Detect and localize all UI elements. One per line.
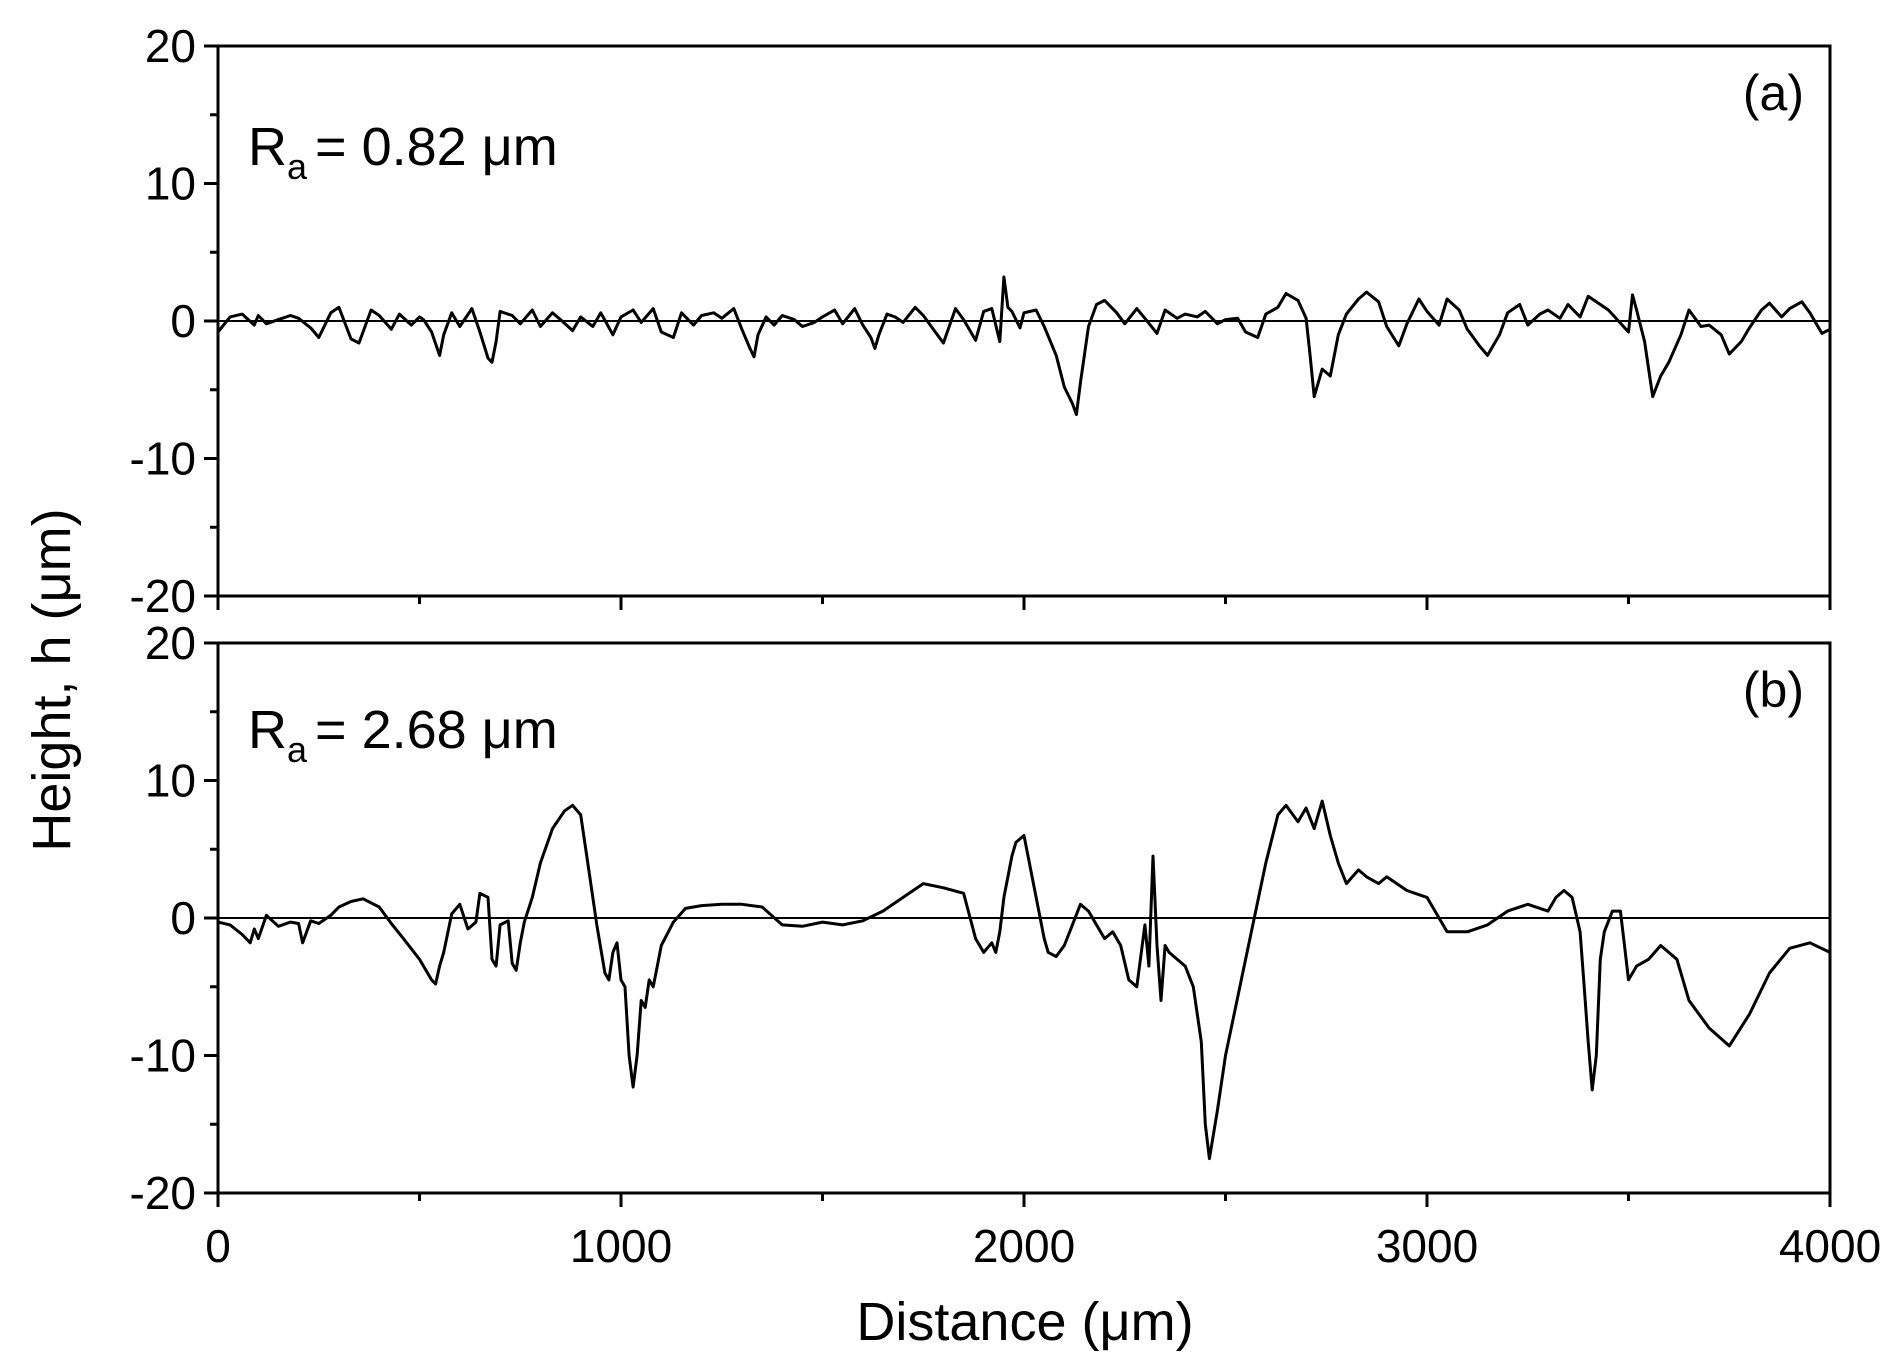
y-tick-label: 10 xyxy=(145,158,196,210)
y-tick-label: -20 xyxy=(130,1167,196,1219)
y-axis-title: Height, h (μm) xyxy=(22,508,82,851)
x-tick-labels: 0 1000 2000 3000 4000 xyxy=(205,1220,1881,1272)
panel-a: -20 -10 0 10 20 (a) Ra = 0.82 μm xyxy=(130,20,1832,622)
y-tick-label: 20 xyxy=(145,617,196,669)
x-tick-label: 2000 xyxy=(973,1220,1075,1272)
y-tick-label: 20 xyxy=(145,20,196,72)
y-tick-label: -20 xyxy=(130,570,196,622)
x-tick-label: 0 xyxy=(205,1220,231,1272)
y-tick-label: 0 xyxy=(170,892,196,944)
panel-b: -20 -10 0 10 20 (b) Ra = 2.68 μm xyxy=(130,617,1832,1219)
roughness-annotation: Ra = 2.68 μm xyxy=(248,700,558,770)
profile-line xyxy=(217,799,1831,1161)
x-tick-label: 1000 xyxy=(570,1220,672,1272)
y-tick-label: -10 xyxy=(130,1030,196,1082)
panel-tag: (a) xyxy=(1743,65,1804,121)
profile-line xyxy=(216,275,1831,416)
panel-tag: (b) xyxy=(1743,662,1804,718)
y-tick-label: 0 xyxy=(170,295,196,347)
roughness-annotation: Ra = 0.82 μm xyxy=(248,117,558,187)
x-tick-label: 4000 xyxy=(1779,1220,1881,1272)
x-tick-label: 3000 xyxy=(1376,1220,1478,1272)
x-axis-title: Distance (μm) xyxy=(856,1292,1193,1352)
y-tick-label: 10 xyxy=(145,755,196,807)
y-tick-label: -10 xyxy=(130,433,196,485)
